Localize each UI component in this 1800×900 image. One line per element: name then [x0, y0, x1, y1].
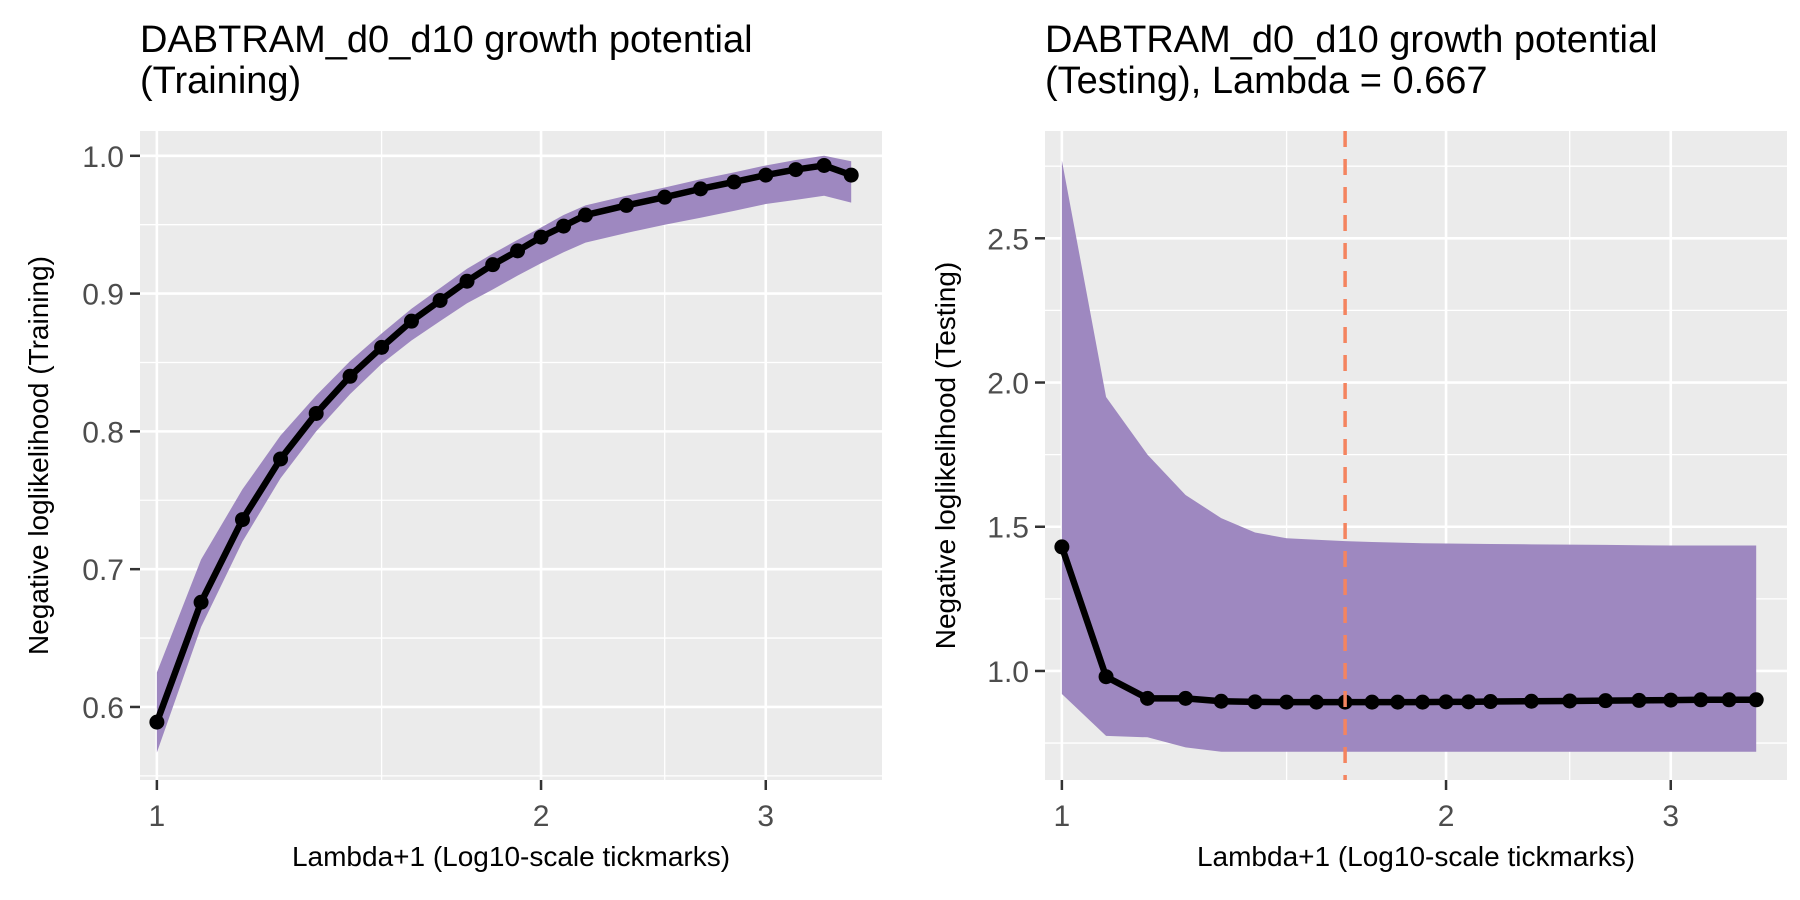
panel1-y-tick-label: 0.8 [82, 416, 124, 449]
panel2-data-point [1247, 694, 1263, 710]
panel2-data-point [1415, 694, 1431, 710]
panel2-title-line: (Testing), Lambda = 0.667 [1045, 60, 1488, 102]
panel2-data-point [1748, 692, 1764, 708]
panel2-data-point [1663, 692, 1679, 708]
panel2-data-point [1562, 693, 1578, 709]
panel1-data-point [843, 167, 859, 183]
panel2-data-point [1693, 692, 1709, 708]
panel1-data-point [374, 339, 390, 355]
panel2-data-point [1598, 693, 1614, 709]
panel2-data-point [1139, 690, 1155, 706]
panel1-y-tick-label: 0.6 [82, 692, 124, 725]
panel2-y-tick-label: 1.0 [987, 656, 1029, 689]
panel2-confidence-band [1061, 160, 1757, 752]
panel1-x-axis-label: Lambda+1 (Log10-scale tickmarks) [292, 841, 730, 872]
panel1-data-point [485, 257, 501, 273]
panel1-data-point [273, 451, 289, 467]
panel1-data-point [432, 292, 448, 308]
panel1-data-point [459, 273, 475, 289]
panel2-y-tick-label: 1.5 [987, 512, 1029, 545]
panel1-data-point [726, 174, 742, 190]
panel2-data-point [1631, 692, 1647, 708]
panel1-title-line: (Training) [140, 60, 301, 102]
panel1-data-point [788, 162, 804, 178]
panel2-data-point [1721, 692, 1737, 708]
panel1-y-tick-label: 0.9 [82, 279, 124, 312]
panel1-data-point [403, 313, 419, 329]
panel1-x-tick-label: 2 [533, 800, 550, 833]
panel2-data-point [1178, 690, 1194, 706]
panel1-background [140, 131, 882, 780]
panel2-title-line: DABTRAM_d0_d10 growth potential [1045, 19, 1658, 61]
panel1-data-point [758, 167, 774, 183]
panel2-x-tick-label: 2 [1438, 800, 1455, 833]
panel2-data-point [1213, 693, 1229, 709]
panel1-data-point [308, 405, 324, 421]
panel2-data-point [1390, 694, 1406, 710]
panel2-data-point [1308, 694, 1324, 710]
panel1-data-point [234, 512, 250, 528]
panel1-data-point [657, 189, 673, 205]
panel1-y-tick-label: 0.7 [82, 554, 124, 587]
panel1-data-point [556, 218, 572, 234]
panel1-y-tick-label: 1.0 [82, 141, 124, 174]
panel1-data-point [533, 229, 549, 245]
panel1-data-point [342, 368, 358, 384]
panel2-x-tick-label: 1 [1054, 800, 1071, 833]
panel2-y-tick-label: 2.5 [987, 223, 1029, 256]
panel2-y-tick-label: 2.0 [987, 368, 1029, 401]
panel1-x-tick-label: 3 [757, 800, 774, 833]
panel1-data-point [816, 157, 832, 173]
panel1-data-point [193, 594, 209, 610]
panel2-data-point [1461, 694, 1477, 710]
panel1-data-point [618, 197, 634, 213]
panel1-data-point [577, 207, 593, 223]
panel2-x-tick-label: 3 [1662, 800, 1679, 833]
panel2-data-point [1364, 694, 1380, 710]
panel1-y-axis-label: Negative loglikelihood (Training) [23, 256, 54, 655]
panel2-data-point [1279, 694, 1295, 710]
panel1-confidence-band [156, 155, 852, 753]
panel2-data-point [1098, 669, 1114, 685]
panel1-data-point [693, 181, 709, 197]
panel2-x-axis-label: Lambda+1 (Log10-scale tickmarks) [1197, 841, 1635, 872]
panel2-data-point [1054, 539, 1070, 555]
panel1-data-point [510, 243, 526, 259]
panel1-x-tick-label: 1 [149, 800, 166, 833]
panel2-y-axis-label: Negative loglikelihood (Testing) [930, 262, 961, 650]
panel2-data-point [1482, 694, 1498, 710]
panel2-data-point [1438, 694, 1454, 710]
panel1-data-point [149, 714, 165, 730]
panel1-title-line: DABTRAM_d0_d10 growth potential [140, 19, 753, 61]
panel2-data-point [1523, 693, 1539, 709]
